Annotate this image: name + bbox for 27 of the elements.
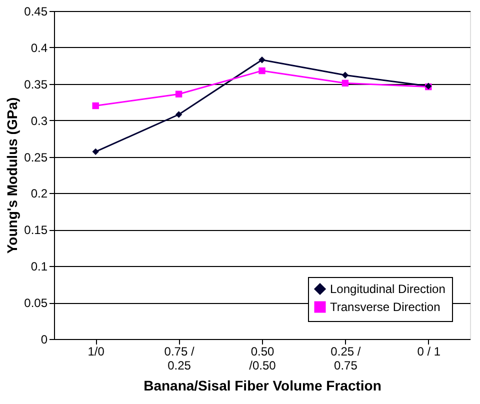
point — [258, 67, 266, 74]
y-tick-label: 0.3 — [30, 114, 48, 128]
point — [92, 148, 99, 156]
point — [342, 72, 349, 78]
legend-label: Transverse Direction — [330, 300, 440, 314]
point — [175, 111, 182, 118]
y-tick-label: 0.25 — [24, 150, 48, 164]
point — [92, 102, 99, 110]
point — [175, 90, 182, 98]
y-tick-label: 0.4 — [30, 40, 48, 55]
x-tick-label: 0.25 / 0.75 — [330, 344, 362, 372]
y-tick-label: 0.1 — [30, 260, 48, 274]
x-tick-label: 0.50 /0.50 — [249, 344, 276, 372]
y-tick-label: 0.05 — [24, 296, 48, 310]
y-axis-title: Young's Modulus (GPa) — [4, 97, 20, 254]
point — [342, 80, 349, 87]
x-tick-label: 0 / 1 — [417, 344, 441, 358]
point — [258, 56, 266, 64]
y-tick-label: 0.35 — [24, 77, 48, 92]
y-tick-label: 0.45 — [24, 4, 48, 18]
y-tick-label: 0.15 — [24, 223, 48, 238]
x-axis-title: Banana/Sisal Fiber Volume Fraction — [144, 378, 382, 394]
y-tick-label: 0 — [40, 332, 48, 346]
y-tick-label: 0.2 — [30, 186, 48, 201]
legend-label: Longitudinal Direction — [330, 282, 446, 296]
x-tick-label: 1/0 — [88, 344, 105, 358]
x-tick-label: 0.75 / 0.25 — [164, 344, 195, 372]
